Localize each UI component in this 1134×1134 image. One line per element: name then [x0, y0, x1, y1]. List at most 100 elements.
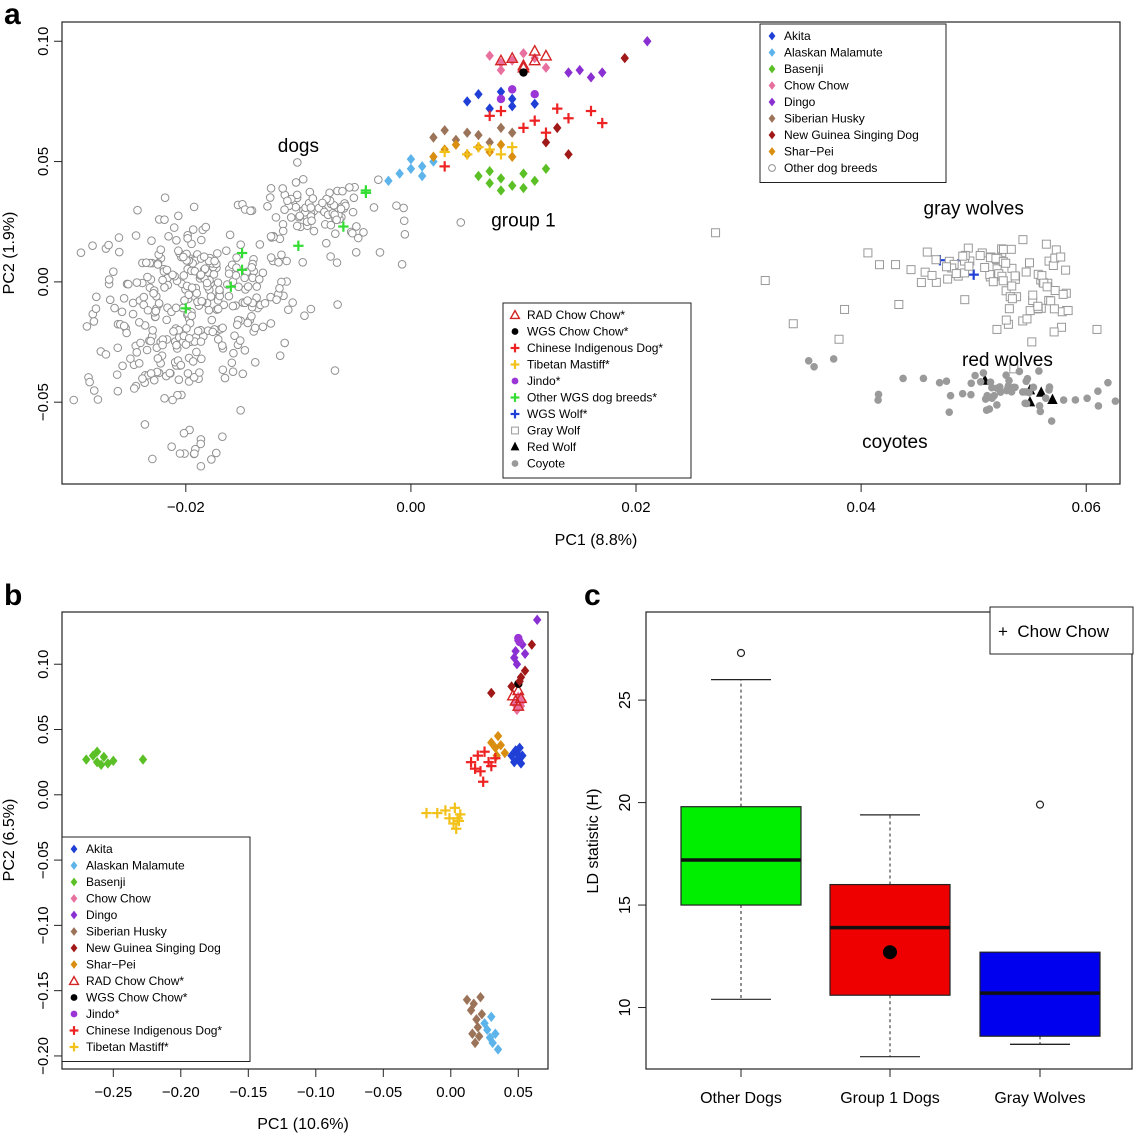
point-alaskan-malamute [384, 175, 393, 187]
point-tibetan-mastiff [453, 815, 465, 827]
point-chow-chow [496, 64, 506, 76]
point-other-dog-breeds [151, 306, 161, 316]
point-tibetan-mastiff [440, 805, 451, 816]
point-gray-wolf [998, 276, 1008, 286]
y-tick-label: 0.10 [35, 27, 52, 56]
point-shar-pei [451, 139, 461, 150]
point-other-dog-breeds [76, 248, 86, 258]
point-other-dog-breeds [213, 278, 223, 287]
point-other-dog-breeds [266, 253, 276, 262]
point-coyote [1015, 367, 1024, 376]
legend-marker-wgs-chow-chow [511, 328, 519, 335]
point-other-dog-breeds [351, 248, 361, 257]
point-gray-wolf [1048, 260, 1058, 270]
point-chinese-indigenous-dog [490, 753, 501, 764]
legend-marker-new-guinea-singing-dog [768, 130, 776, 140]
point-new-guinea-singing-dog [487, 687, 496, 699]
legend-label-siberian-husky: Siberian Husky [86, 925, 167, 939]
point-chinese-indigenous-dog [472, 750, 483, 761]
point-other-dog-breeds [148, 325, 157, 335]
panel-a-xlabel: PC1 (8.8%) [555, 532, 638, 549]
series-new-guinea-singing-dog [487, 639, 536, 699]
point-other-dog-breeds [200, 264, 210, 274]
point-alaskan-malamute [480, 1018, 489, 1029]
point-other-dog-breeds [266, 184, 276, 193]
legend-label-siberian-husky: Siberian Husky [784, 112, 865, 126]
point-coyote [988, 394, 996, 403]
point-dingo [564, 67, 573, 78]
point-other-dog-breeds [217, 341, 227, 350]
point-other-dog-breeds [282, 256, 291, 266]
point-other-dog-breeds [131, 231, 141, 240]
point-chinese-indigenous-dog [585, 105, 597, 117]
point-rad-chow-chow [511, 683, 525, 696]
panel-a-annotations: dogs group 1 gray wolves red wolves coyotes [278, 136, 1053, 453]
x-tick-label: −0.05 [364, 1084, 402, 1101]
point-new-guinea-singing-dog [507, 681, 516, 692]
point-gray-wolf [1046, 296, 1056, 306]
point-coyote [1045, 386, 1053, 394]
point-basenji [508, 180, 517, 191]
point-other-dog-breeds [307, 216, 316, 226]
point-other-dog-breeds [456, 218, 466, 227]
point-tibetan-mastiff [473, 141, 484, 153]
point-other-dog-breeds [197, 296, 206, 306]
point-gray-wolf [1037, 271, 1047, 281]
point-other-dog-breeds [104, 240, 113, 250]
point-basenji [485, 165, 494, 177]
point-other-dog-breeds [128, 309, 138, 319]
point-other-dog-breeds [326, 220, 336, 230]
series-other-wgs-dog-breeds [180, 185, 372, 314]
box-other-dogs [680, 648, 802, 1000]
point-new-guinea-singing-dog [520, 665, 530, 676]
point-siberian-husky [470, 1037, 480, 1049]
point-other-wgs-dog-breeds [236, 247, 248, 259]
point-other-dog-breeds [188, 225, 198, 234]
point-gray-wolf [1010, 271, 1020, 281]
point-other-dog-breeds [140, 420, 150, 429]
point-other-dog-breeds [88, 241, 97, 251]
point-other-dog-breeds [400, 230, 410, 239]
point-other-dog-breeds [374, 175, 383, 184]
point-other-dog-breeds [228, 301, 238, 311]
point-gray-wolf [1050, 286, 1060, 296]
point-gray-wolf [960, 295, 970, 305]
point-other-dog-breeds [348, 228, 357, 238]
point-other-dog-breeds [292, 221, 302, 231]
point-chinese-indigenous-dog [518, 122, 529, 134]
legend-marker-wgs-wolf [510, 409, 520, 419]
legend-marker-shar-pei [70, 960, 78, 969]
legend-label-rad-chow-chow: RAD Chow Chow* [527, 308, 625, 322]
legend-label-coyote: Coyote [527, 457, 565, 471]
point-basenji [485, 178, 494, 189]
point-other-wgs-dog-breeds [180, 303, 192, 314]
point-other-dog-breeds [213, 249, 222, 258]
point-akita [474, 88, 483, 100]
legend-marker-alaskan-malamute [70, 861, 78, 870]
point-chinese-indigenous-dog [563, 113, 574, 124]
legend-marker-akita [70, 844, 78, 854]
panel-b-letter: b [4, 579, 22, 612]
point-other-dog-breeds [286, 213, 296, 222]
point-tibetan-mastiff [451, 823, 462, 834]
point-wgs-chow-chow [519, 68, 528, 77]
point-basenji [92, 756, 102, 768]
point-tibetan-mastiff [455, 809, 466, 820]
point-other-dog-breeds [123, 279, 133, 289]
point-other-dog-breeds [92, 292, 101, 302]
point-other-dog-breeds [119, 321, 129, 331]
panel-c-boxes [680, 648, 1101, 1058]
legend-marker-gray-wolf [511, 426, 519, 435]
point-coyote [993, 401, 1001, 409]
point-alaskan-malamute [406, 163, 416, 174]
point-other-dog-breeds [196, 439, 206, 449]
point-other-dog-breeds [332, 258, 342, 267]
point-new-guinea-singing-dog [515, 676, 524, 687]
series-akita [507, 742, 527, 769]
point-other-dog-breeds [91, 304, 101, 314]
point-coyote [1083, 394, 1091, 403]
point-rad-chow-chow [528, 44, 542, 56]
point-akita [514, 753, 523, 764]
point-tibetan-mastiff [449, 802, 461, 814]
legend-label-other-wgs-dog-breeds: Other WGS dog breeds* [527, 391, 657, 405]
